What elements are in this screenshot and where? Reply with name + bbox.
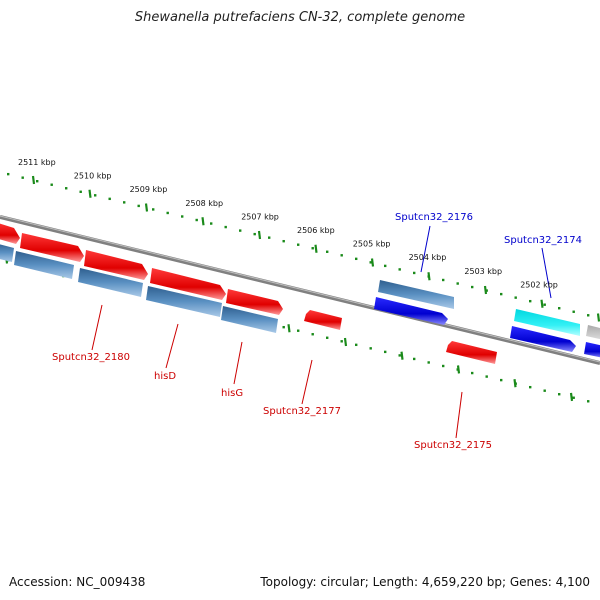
gene-steel-4[interactable] <box>146 286 222 317</box>
gene-label[interactable]: Sputcn32_2176 <box>395 212 473 223</box>
scale-tick-label: 2510 kbp <box>74 172 112 181</box>
gene-red-2[interactable] <box>20 233 84 262</box>
gene-steel-1[interactable] <box>0 243 14 262</box>
gene-blue-6[interactable] <box>584 342 600 358</box>
scale-tick-label: 2504 kbp <box>409 253 447 262</box>
outer-scale-ticks <box>7 172 600 322</box>
gene-label[interactable]: Sputcn32_2180 <box>52 352 130 363</box>
gene-steel-3[interactable] <box>78 268 143 297</box>
gene-label[interactable]: Sputcn32_2177 <box>263 406 341 417</box>
scale-tick-label: 2507 kbp <box>241 212 279 221</box>
scale-tick-label: 2508 kbp <box>185 199 223 208</box>
genome-backbone-highlight <box>0 215 600 363</box>
scale-tick-labels: 2511 kbp 2510 kbp 2509 kbp 2508 kbp 2507 kbp… <box>18 158 558 289</box>
scale-tick-label: 2509 kbp <box>130 185 168 194</box>
scale-tick-label: 2511 kbp <box>18 158 56 167</box>
scale-tick-label: 2505 kbp <box>353 240 391 249</box>
gene-red-3[interactable] <box>84 250 148 280</box>
gene-steel-5[interactable] <box>221 306 278 333</box>
gene-cyan-2174[interactable] <box>514 309 580 336</box>
accession-text: Accession: NC_009438 <box>9 575 146 589</box>
gene-red-4[interactable] <box>150 268 226 300</box>
gene-gray-1[interactable] <box>586 325 600 340</box>
scale-tick-label: 2506 kbp <box>297 226 335 235</box>
leader-lines <box>91 225 552 439</box>
gene-blue-2176[interactable] <box>378 280 454 309</box>
gene-red-2175[interactable] <box>446 341 497 364</box>
gene-red-2177[interactable] <box>304 310 342 330</box>
topology-text: Topology: circular; Length: 4,659,220 bp… <box>260 575 590 589</box>
reverse-strand-genes <box>0 243 497 364</box>
gene-label[interactable]: Sputcn32_2174 <box>504 235 582 246</box>
gene-red-5[interactable] <box>226 289 283 315</box>
genome-backbone <box>0 215 600 365</box>
gene-blue-2175f[interactable] <box>374 297 448 325</box>
gene-steel-2[interactable] <box>14 251 74 279</box>
gene-labels: Sputcn32_2176 Sputcn32_2174 Sputcn32_2180h… <box>52 212 582 451</box>
map-title: Shewanella putrefaciens CN-32, complete … <box>134 10 466 25</box>
scale-tick-label: 2503 kbp <box>464 267 502 276</box>
gene-label[interactable]: hisD <box>154 371 176 382</box>
gene-blue-5[interactable] <box>510 326 576 352</box>
gene-label[interactable]: Sputcn32_2175 <box>414 440 492 451</box>
gene-red-1[interactable] <box>0 222 20 244</box>
scale-tick-label: 2502 kbp <box>520 280 558 289</box>
gene-label[interactable]: hisG <box>221 388 243 399</box>
forward-strand-genes <box>0 222 600 358</box>
